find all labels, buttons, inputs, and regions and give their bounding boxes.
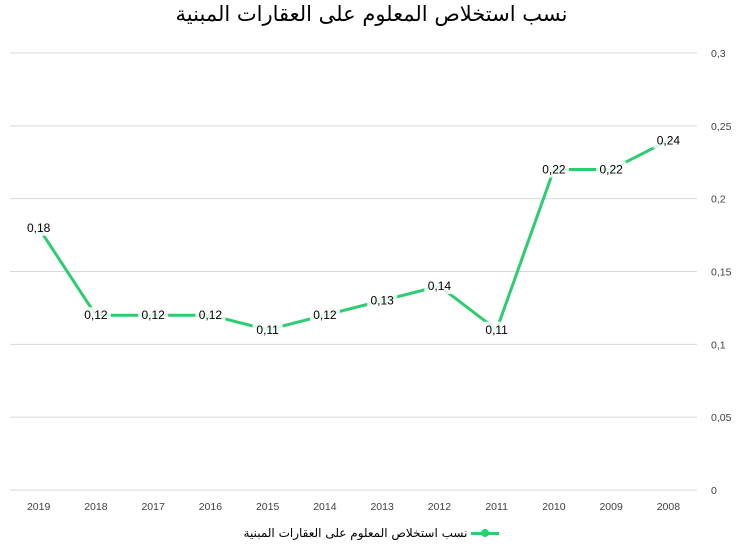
x-tick-label: 2012 (428, 501, 452, 513)
data-label-bg (23, 219, 54, 236)
data-label: 0,11 (256, 323, 279, 337)
x-tick-label: 2017 (141, 501, 165, 513)
data-label-bg (481, 321, 512, 338)
y-tick-label: 0,2 (711, 194, 726, 206)
data-label: 0,12 (313, 308, 337, 322)
data-label-bg (195, 307, 226, 324)
data-label-bg (367, 292, 398, 309)
y-tick-label: 0 (711, 485, 717, 497)
data-label: 0,12 (84, 308, 108, 322)
x-tick-label: 2009 (599, 501, 623, 513)
data-label: 0,22 (599, 163, 623, 177)
x-tick-label: 2019 (27, 501, 51, 513)
x-tick-label: 2011 (485, 501, 508, 513)
legend-label: نسب استخلاص المعلوم على العقارات المبنية (243, 526, 468, 540)
x-tick-label: 2008 (657, 501, 681, 513)
data-label-bg (252, 321, 283, 338)
y-tick-label: 0,1 (711, 339, 726, 351)
chart-title: نسب استخلاص المعلوم على العقارات المبنية (175, 2, 568, 26)
data-label: 0,24 (657, 133, 681, 147)
data-label: 0,18 (27, 221, 51, 235)
data-label: 0,12 (199, 308, 223, 322)
y-tick-label: 0,15 (711, 267, 732, 279)
y-tick-label: 0,05 (711, 412, 732, 424)
data-label: 0,14 (428, 279, 452, 293)
x-tick-label: 2014 (313, 501, 337, 513)
data-label-bg (538, 161, 569, 178)
data-label: 0,11 (485, 323, 508, 337)
data-label-bg (309, 307, 340, 324)
series-line (37, 138, 670, 332)
data-label-bg (138, 307, 169, 324)
x-tick-label: 2015 (256, 501, 280, 513)
data-label: 0,22 (542, 163, 566, 177)
data-label-bg (424, 278, 455, 295)
data-label-bg (80, 307, 111, 324)
data-label: 0,13 (370, 294, 394, 308)
x-tick-label: 2018 (84, 501, 108, 513)
x-tick-label: 2010 (542, 501, 566, 513)
x-tick-label: 2016 (199, 501, 223, 513)
legend: نسب استخلاص المعلوم على العقارات المبنية (0, 526, 743, 540)
data-label-bg (596, 161, 627, 178)
legend-swatch (471, 528, 500, 538)
data-label: 0,12 (141, 308, 165, 322)
x-tick-label: 2013 (370, 501, 394, 513)
y-tick-label: 0,3 (711, 48, 726, 60)
data-label-bg (653, 132, 684, 149)
y-tick-label: 0,25 (711, 121, 732, 133)
